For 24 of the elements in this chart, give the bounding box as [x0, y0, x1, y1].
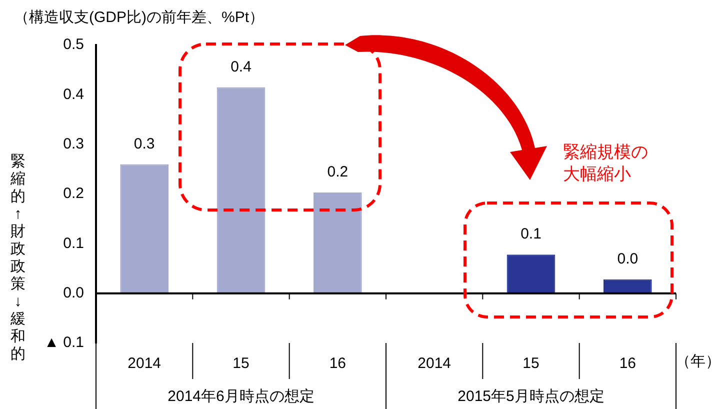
x-tick-label: 16	[619, 355, 636, 372]
data-label: 0.4	[230, 58, 252, 76]
data-label: 0.2	[327, 164, 348, 181]
text: 緊縮的↑財政政策↓緩和的	[10, 152, 26, 362]
text: 2015年5月時点の想定	[458, 388, 604, 406]
x-tick-label: 2014	[418, 355, 452, 372]
y-tick-label: 0.1	[63, 234, 84, 252]
text: （年）	[676, 353, 716, 370]
data-label: 0.0	[617, 250, 638, 268]
y-tick-label: 0.2	[63, 185, 84, 202]
chart-subtitle: （構造収支(GDP比)の前年差、%Pt）	[14, 9, 264, 26]
y-tick-label: 0.4	[63, 86, 84, 103]
data-label: 0.3	[134, 135, 155, 152]
y-tick-label: ▲ 0.1	[44, 334, 84, 352]
x-tick-label: 2014	[128, 355, 162, 372]
x-tick-label: 15	[232, 355, 250, 372]
y-tick-label: 0.5	[63, 36, 84, 54]
x-tick-label: 16	[329, 355, 346, 372]
y-tick-label: 0.0	[63, 284, 84, 302]
x-tick-label: 15	[522, 355, 540, 372]
annotation: 緊縮規模の大幅縮小	[563, 142, 648, 184]
text: 2014年6月時点の想定	[168, 388, 314, 406]
data-label: 0.1	[520, 226, 542, 243]
y-tick-label: 0.3	[63, 135, 84, 152]
